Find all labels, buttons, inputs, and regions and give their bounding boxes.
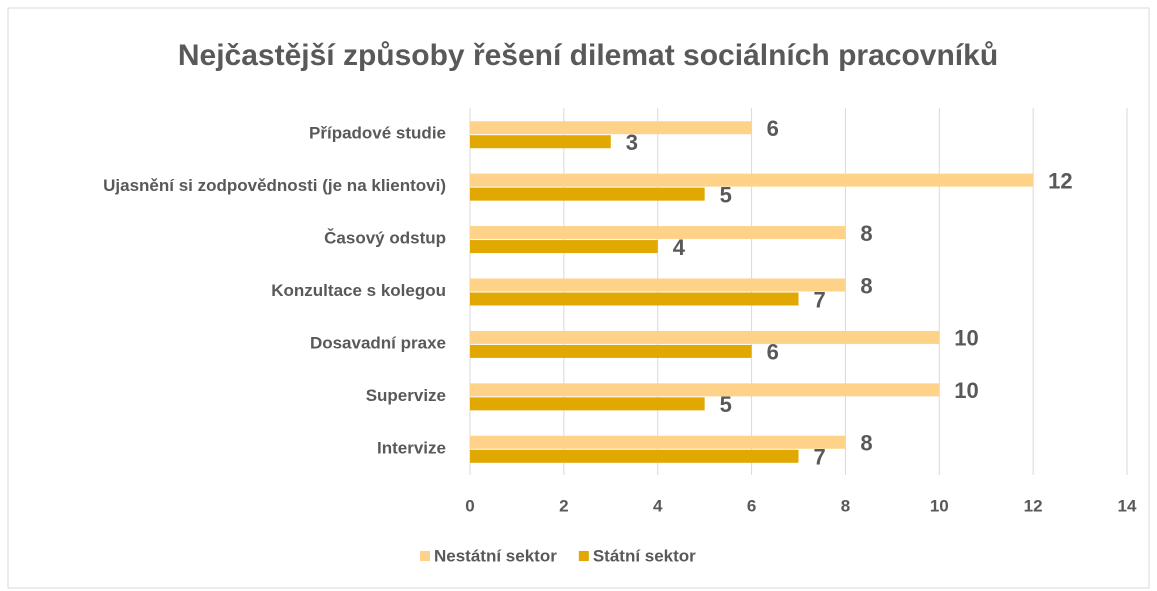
x-tick-label: 8	[841, 496, 850, 515]
bar	[470, 278, 846, 292]
bar	[470, 449, 799, 463]
chart-title: Nejčastější způsoby řešení dilemat sociá…	[178, 39, 998, 72]
x-tick-label: 10	[930, 496, 949, 515]
bar	[470, 187, 705, 201]
x-tick-label: 2	[559, 496, 568, 515]
bar	[470, 121, 752, 135]
legend-swatch	[420, 551, 430, 561]
data-label: 7	[814, 287, 826, 312]
y-tick-label: Ujasnění si zodpovědnosti (je na kliento…	[103, 176, 446, 195]
bar	[470, 397, 705, 411]
x-tick-label: 14	[1118, 496, 1137, 515]
x-tick-label: 0	[465, 496, 474, 515]
y-tick-label: Supervize	[366, 386, 446, 405]
bar	[470, 330, 940, 344]
bar	[470, 292, 799, 306]
legend-swatch	[578, 551, 589, 561]
data-label: 8	[860, 431, 872, 456]
y-tick-label: Intervize	[377, 438, 446, 457]
data-label: 8	[860, 221, 872, 246]
data-label: 5	[720, 392, 732, 417]
bar	[470, 383, 940, 397]
x-tick-label: 6	[747, 496, 756, 515]
legend-label: Státní sektor	[593, 546, 696, 565]
bar	[470, 344, 752, 358]
data-label: 3	[626, 130, 638, 155]
x-tick-label: 4	[653, 496, 663, 515]
y-tick-label: Konzultace s kolegou	[271, 281, 446, 300]
data-label: 5	[720, 182, 732, 207]
bar	[470, 226, 846, 240]
y-tick-label: Případové studie	[309, 124, 446, 143]
y-tick-label: Dosavadní praxe	[310, 333, 446, 352]
data-label: 12	[1048, 168, 1072, 193]
bar	[470, 173, 1034, 187]
data-label: 6	[767, 116, 779, 141]
bar	[470, 435, 846, 449]
data-label: 10	[954, 378, 978, 403]
x-tick-label: 12	[1024, 496, 1043, 515]
data-label: 7	[814, 445, 826, 470]
bar	[470, 135, 611, 149]
data-label: 8	[860, 273, 872, 298]
data-label: 6	[767, 340, 779, 365]
data-label: 10	[954, 326, 978, 351]
data-label: 4	[673, 235, 686, 260]
y-tick-label: Časový odstup	[324, 229, 446, 248]
legend-label: Nestátní sektor	[434, 546, 557, 565]
bar	[470, 240, 658, 254]
